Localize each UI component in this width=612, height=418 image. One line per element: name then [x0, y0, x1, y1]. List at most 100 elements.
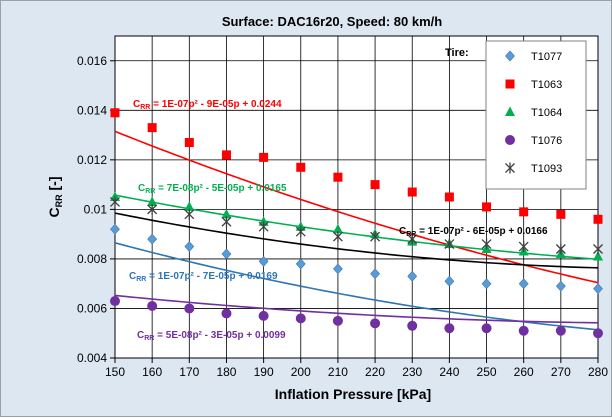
legend-marker-T1077 [505, 50, 515, 62]
point-T1063-250 [482, 202, 492, 212]
point-T1076-210 [332, 315, 343, 326]
y-axis-title-sub: RR [54, 194, 64, 207]
point-T1093-260 [518, 241, 529, 253]
point-T1076-180 [221, 308, 232, 319]
point-T1093-280 [593, 243, 603, 255]
x-tick-label-5: 200 [291, 365, 311, 379]
legend-label-T1077: T1077 [531, 51, 562, 63]
point-T1093-240 [444, 238, 455, 250]
point-T1063-210 [333, 172, 343, 182]
y-tick-label-4: 0.012 [77, 153, 107, 167]
y-axis-title: CRR [-] [46, 176, 64, 217]
point-T1077-250 [481, 278, 492, 290]
point-T1077-180 [221, 248, 232, 260]
x-axis-title: Inflation Pressure [kPa] [275, 386, 431, 402]
point-T1076-280 [593, 328, 603, 339]
point-T1077-260 [518, 278, 529, 290]
point-T1093-220 [370, 231, 381, 243]
legend-title: Tire: [445, 47, 469, 59]
fit-curve-T1076 [114, 294, 599, 324]
y-tick-label-2: 0.008 [77, 252, 107, 266]
x-tick-label-8: 230 [402, 365, 422, 379]
point-T1063-170 [184, 138, 194, 148]
legend-box [485, 40, 587, 190]
point-T1063-220 [370, 180, 380, 190]
point-T1064-160 [147, 196, 158, 206]
equation-T1063: CRR = 1E-07p² - 9E-05p + 0.0244 [133, 99, 282, 111]
y-tick-label-5: 0.014 [77, 103, 107, 117]
point-T1077-230 [407, 270, 418, 282]
point-T1077-220 [370, 268, 380, 280]
point-T1093-170 [184, 208, 195, 220]
point-T1093-250 [481, 238, 492, 250]
x-tick-label-12: 270 [551, 365, 571, 379]
point-T1076-230 [407, 320, 418, 331]
equation-symbol-sub: RR [144, 335, 154, 342]
point-T1064-280 [593, 250, 603, 261]
point-T1064-210 [332, 223, 343, 234]
equation-symbol-sub: RR [140, 104, 150, 111]
point-T1063-230 [407, 187, 417, 197]
point-T1063-200 [296, 162, 306, 172]
y-axis-title-suffix: [-] [46, 176, 62, 194]
equation-symbol: C [138, 183, 145, 194]
legend-label-T1063: T1063 [531, 79, 562, 91]
legend: Tire: T1077 T1063 T1064 T1076 T1093 [445, 40, 587, 190]
x-tick-label-10: 250 [477, 365, 497, 379]
fit-curves [114, 130, 599, 331]
point-T1063-180 [221, 150, 231, 160]
point-T1076-190 [258, 310, 269, 321]
fit-curve-T1064 [114, 194, 599, 261]
y-tick-label-0: 0.004 [77, 351, 107, 365]
y-axis-ticks: 0.004 0.006 0.008 0.01 0.012 0.014 0.016 [77, 54, 115, 365]
point-T1063-270 [556, 209, 566, 219]
point-T1077-210 [333, 263, 343, 275]
point-T1063-150 [110, 108, 120, 118]
point-T1093-180 [221, 216, 232, 228]
chart-title: Surface: DAC16r20, Speed: 80 km/h [222, 14, 442, 29]
legend-label-T1093: T1093 [531, 163, 562, 175]
equation-text: = 1E-07p² - 6E-05p + 0.0166 [416, 226, 548, 237]
legend-marker-T1064 [505, 106, 515, 116]
equation-text: = 1E-07p² - 7E-05p + 0.0169 [146, 271, 278, 282]
equation-symbol: C [137, 330, 144, 341]
point-T1077-150 [110, 223, 120, 235]
point-T1077-160 [147, 233, 158, 245]
data-markers [110, 108, 603, 339]
point-T1077-200 [295, 258, 306, 270]
equation-T1093: CRR = 1E-07p² - 6E-05p + 0.0166 [399, 226, 548, 238]
point-T1076-220 [370, 318, 381, 329]
point-T1063-280 [593, 214, 603, 224]
x-tick-label-2: 170 [179, 365, 199, 379]
point-T1063-240 [444, 192, 454, 202]
x-tick-label-6: 210 [328, 365, 348, 379]
point-T1076-160 [147, 300, 158, 311]
legend-marker-T1063 [505, 79, 515, 89]
point-T1077-240 [444, 275, 455, 287]
point-T1076-170 [184, 303, 195, 314]
legend-marker-T1093 [505, 162, 515, 174]
equation-T1076: CRR = 5E-08p² - 3E-05p + 0.0099 [137, 330, 286, 342]
equation-text: = 7E-08p² - 5E-05p + 0.0165 [155, 183, 287, 194]
point-T1093-200 [295, 226, 306, 238]
x-axis-ticks: 150 160 170 180 190 200 210 220 230 240 250 260 270 2… [105, 358, 608, 379]
y-tick-label-1: 0.006 [77, 301, 107, 315]
y-axis-title-main: C [46, 207, 62, 217]
x-tick-label-4: 190 [254, 365, 274, 379]
point-T1077-280 [593, 283, 603, 295]
equation-symbol: C [133, 99, 140, 110]
x-tick-label-9: 240 [439, 365, 459, 379]
point-T1076-270 [555, 325, 566, 336]
point-T1077-190 [258, 255, 269, 267]
point-T1063-190 [259, 152, 269, 162]
point-T1093-230 [407, 233, 418, 245]
equation-T1064: CRR = 7E-08p² - 5E-05p + 0.0165 [138, 183, 287, 195]
point-T1093-160 [147, 203, 158, 215]
equation-text: = 5E-08p² - 3E-05p + 0.0099 [154, 330, 286, 341]
y-tick-label-6: 0.016 [77, 54, 107, 68]
point-T1076-240 [444, 323, 455, 334]
point-T1093-150 [110, 196, 120, 208]
point-T1077-170 [184, 241, 195, 252]
